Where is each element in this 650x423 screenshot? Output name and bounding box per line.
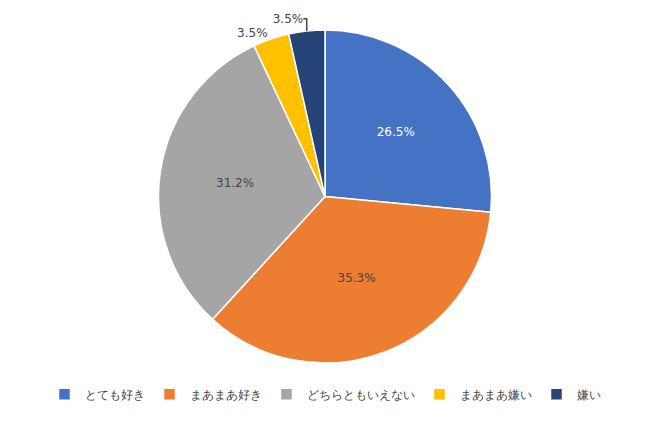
svg-text:どちらともいえない: どちらともいえない bbox=[307, 388, 415, 402]
svg-text:まあまあ好き: まあまあ好き bbox=[190, 388, 262, 402]
svg-text:とても好き: とても好き bbox=[85, 388, 145, 402]
svg-text:嫌い: 嫌い bbox=[577, 388, 601, 402]
svg-text:26.5%: 26.5% bbox=[377, 125, 415, 139]
svg-text:3.5%: 3.5% bbox=[273, 12, 304, 26]
svg-text:まあまあ嫌い: まあまあ嫌い bbox=[460, 388, 532, 402]
svg-text:31.2%: 31.2% bbox=[216, 176, 254, 190]
svg-text:3.5%: 3.5% bbox=[237, 26, 268, 40]
svg-text:35.3%: 35.3% bbox=[338, 271, 376, 285]
